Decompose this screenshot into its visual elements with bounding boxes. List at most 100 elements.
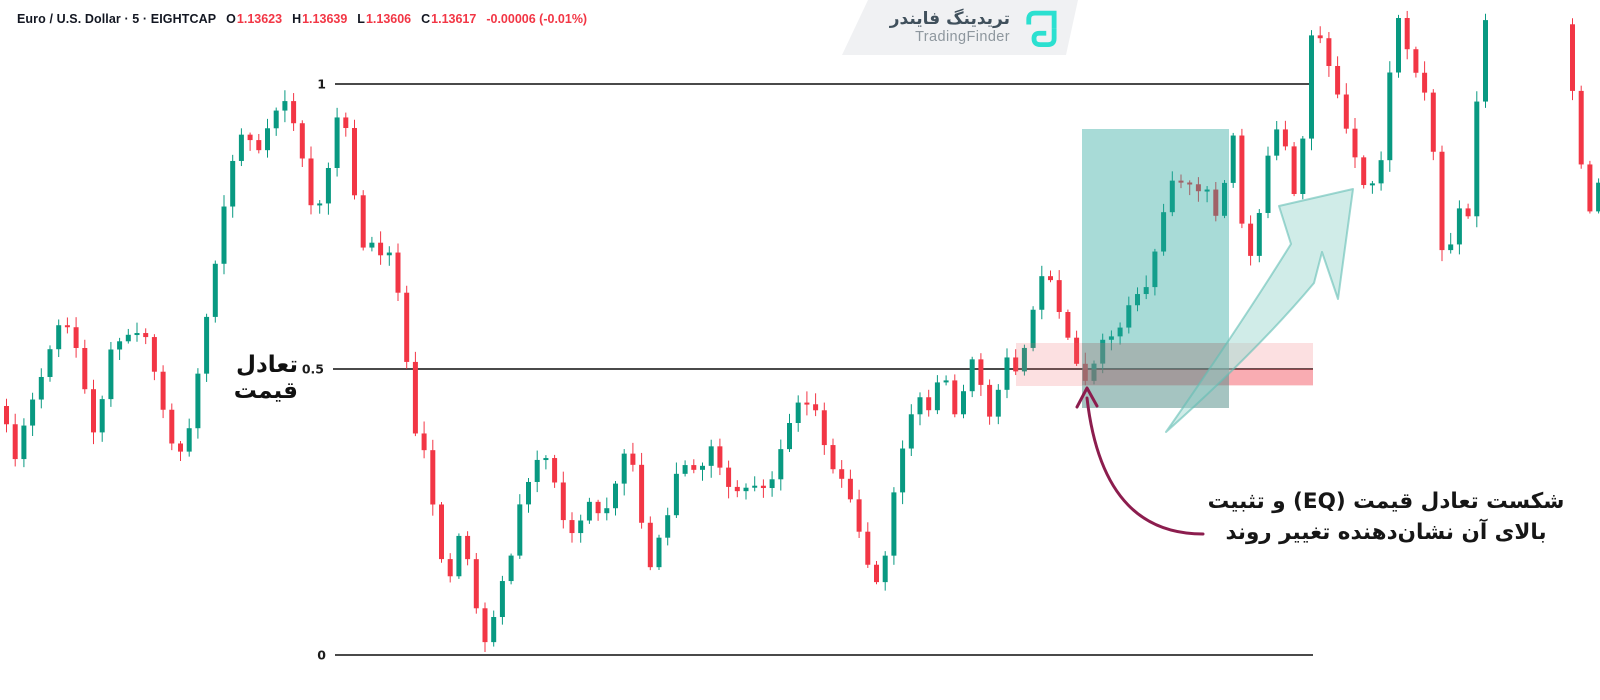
candle-body	[639, 464, 645, 523]
candle-body	[787, 422, 792, 450]
candle-body	[613, 483, 618, 509]
candle-body	[1317, 35, 1323, 39]
candle-body	[256, 140, 262, 151]
annotation-arrow-curve[interactable]	[1085, 396, 1205, 536]
candle-body	[1152, 251, 1158, 288]
candle-body	[1578, 90, 1584, 165]
candle-body	[352, 128, 357, 196]
candle-body	[1474, 101, 1480, 217]
equilibrium-label: تعادل قیمت	[233, 352, 298, 404]
candle-body	[1422, 72, 1428, 93]
candle-body	[378, 242, 384, 256]
candle-body	[508, 555, 514, 582]
candle-body	[30, 399, 36, 426]
candle-body	[491, 617, 497, 643]
candle-body	[1204, 189, 1210, 192]
annotation-arrow-head[interactable]	[1075, 386, 1099, 409]
candle-body	[1396, 18, 1401, 73]
candle-body	[12, 424, 18, 460]
candle-body	[1048, 276, 1053, 281]
candle-body	[1187, 182, 1193, 185]
candle-body	[578, 520, 584, 534]
candle-body	[517, 504, 523, 556]
candle-body	[821, 410, 827, 446]
red-band-zone[interactable]	[1082, 369, 1313, 385]
candle-body	[795, 402, 801, 423]
candle-body	[1013, 357, 1019, 372]
candle-body	[386, 252, 392, 256]
candle-body	[178, 443, 183, 452]
candle-body	[195, 373, 201, 429]
annotation-text: شکست تعادل قیمت (EQ) و تثبیت بالای آن نش…	[1200, 486, 1572, 548]
candle-body	[560, 482, 566, 521]
candle-body	[534, 459, 540, 482]
brand-title-en: TradingFinder	[915, 28, 1010, 45]
candles-group	[4, 10, 1600, 652]
candle-body	[273, 110, 279, 129]
candle-body	[647, 522, 653, 568]
candle-body	[1222, 182, 1227, 216]
candle-body	[143, 333, 149, 338]
candle-body	[952, 380, 958, 415]
candle-body	[874, 564, 879, 583]
candle-body	[1483, 20, 1488, 102]
candle-body	[943, 380, 949, 383]
candle-body	[1065, 312, 1071, 338]
price-change: -0.00006 (-0.01%)	[486, 12, 588, 26]
candle-body	[1082, 363, 1088, 381]
candle-body	[160, 371, 166, 410]
candle-body	[134, 333, 140, 336]
candle-body	[99, 399, 105, 433]
pink-zone-wide[interactable]	[1016, 343, 1313, 386]
candle-body	[499, 581, 505, 618]
candle-body	[1135, 294, 1140, 306]
candle-body	[908, 414, 914, 449]
candle-body	[700, 465, 705, 470]
tradingfinder-logo-icon	[1020, 7, 1062, 49]
candle-body	[1456, 208, 1462, 245]
candle-body	[865, 531, 871, 565]
level-label-0: 0	[317, 648, 326, 663]
candle-body	[995, 389, 1001, 417]
candle-body	[247, 134, 253, 141]
candle-body	[1117, 327, 1123, 337]
candle-body	[708, 446, 714, 466]
candle-body	[1195, 184, 1201, 192]
candle-body	[1378, 160, 1384, 184]
symbol-title[interactable]: Euro / U.S. Dollar · 5 · EIGHTCAP	[17, 12, 217, 26]
candle-body	[586, 501, 592, 521]
candle-body	[691, 465, 697, 470]
candle-body	[1587, 164, 1593, 212]
candle-body	[543, 458, 549, 461]
teal-breakout-zone[interactable]	[1082, 129, 1229, 408]
candle-body	[56, 325, 62, 350]
candle-body	[291, 101, 297, 124]
candle-body	[1169, 180, 1175, 213]
candle-body	[1004, 357, 1010, 390]
candle-body	[987, 384, 993, 417]
candle-body	[282, 101, 288, 111]
candle-body	[404, 292, 410, 362]
candle-body	[1030, 309, 1036, 348]
candle-body	[1143, 287, 1149, 295]
symbol-info-bar: Euro / U.S. Dollar · 5 · EIGHTCAP O 1.136…	[17, 12, 587, 26]
candle-body	[847, 478, 853, 500]
candle-body	[1361, 157, 1367, 186]
candle-body	[665, 515, 671, 538]
ohlc-close: C 1.13617	[421, 12, 477, 26]
candle-body	[1352, 128, 1358, 158]
candle-body	[1074, 337, 1080, 364]
candle-body	[430, 450, 436, 505]
candle-body	[1570, 24, 1575, 91]
candle-body	[926, 397, 932, 411]
candle-body	[934, 382, 940, 411]
candle-body	[769, 479, 775, 489]
candle-body	[882, 555, 888, 583]
candle-body	[4, 406, 9, 425]
candle-body	[717, 446, 723, 468]
candle-body	[265, 128, 270, 151]
trend-up-arrow[interactable]	[1165, 188, 1354, 433]
candle-body	[726, 467, 732, 487]
candle-body	[1413, 49, 1419, 73]
